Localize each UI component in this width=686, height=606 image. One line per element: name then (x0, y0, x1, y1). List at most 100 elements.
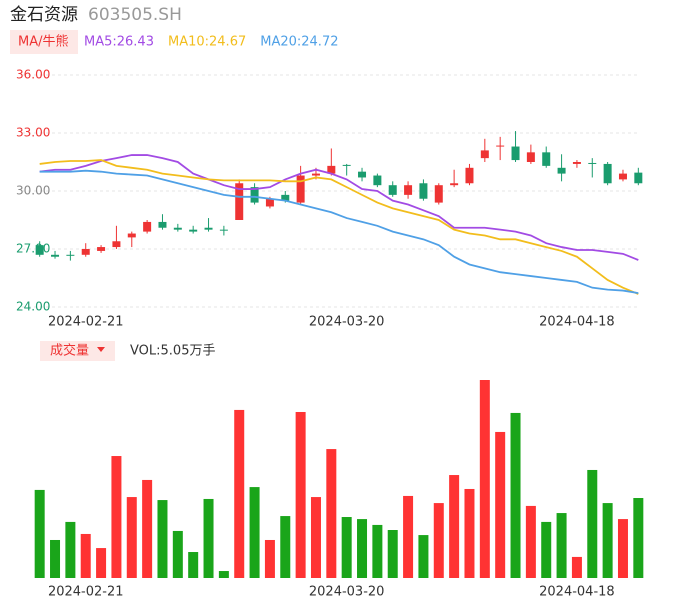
volume-bar (464, 488, 475, 578)
candle-body (127, 233, 136, 238)
candle-body (342, 164, 351, 166)
volume-bar (326, 449, 337, 578)
ma-toggle-bg[interactable] (10, 30, 78, 54)
volume-bar (264, 539, 275, 578)
candle-body (235, 183, 244, 220)
volume-bar (541, 521, 552, 578)
volume-bar (525, 505, 536, 578)
volume-bar (126, 497, 137, 578)
x-tick-label: 2024-02-21 (48, 315, 124, 330)
volume-bar (510, 412, 521, 578)
candle-body (250, 187, 259, 203)
volume-bar (172, 530, 183, 578)
candle-body (557, 167, 566, 174)
candle-body (112, 241, 121, 248)
candle-body (634, 172, 643, 184)
volume-bar (157, 500, 168, 578)
candle-body (219, 229, 228, 231)
candle-body (189, 229, 198, 232)
vol-toggle-bg[interactable] (40, 341, 115, 361)
y-tick-label: 27.00 (16, 242, 50, 256)
dropdown-arrow[interactable] (97, 347, 105, 352)
volume-bar (403, 495, 414, 578)
candle-body (542, 152, 551, 166)
candle-body (358, 171, 367, 178)
volume-bar (357, 519, 368, 578)
volume-bar (433, 503, 444, 578)
stock-code: 603505.SH (88, 5, 182, 25)
candle-body (173, 227, 182, 230)
volume-bar (203, 498, 214, 578)
x-tick-label: 2024-04-18 (539, 315, 615, 330)
volume-bar (80, 533, 91, 578)
candle-body (51, 254, 60, 257)
candle-body (419, 183, 428, 199)
volume-bar (310, 497, 321, 578)
ma-line (39, 154, 639, 261)
volume-bar (96, 548, 107, 578)
volume-bar (34, 489, 45, 578)
x-tick-label: 2024-03-20 (309, 315, 385, 330)
vol-toggle[interactable]: 成交量 (50, 343, 89, 359)
candle-body (450, 183, 459, 186)
ma-line (39, 169, 639, 294)
volume-bar (602, 503, 613, 578)
candle-body (588, 162, 597, 164)
x-tick-label: 2024-02-21 (48, 585, 124, 600)
volume-bar (111, 456, 122, 578)
volume-bar (65, 521, 76, 578)
candle-body (480, 150, 489, 159)
volume-bar (556, 513, 567, 578)
volume-bar (218, 571, 229, 578)
candle-body (143, 221, 152, 232)
volume-bar (50, 539, 61, 578)
candle-body (81, 249, 90, 255)
volume-bar (188, 552, 199, 578)
x-tick-label: 2024-04-18 (539, 585, 615, 600)
y-tick-label: 24.00 (16, 300, 50, 314)
candle-body (373, 175, 382, 186)
candle-body (434, 185, 443, 203)
volume-bar (449, 475, 460, 578)
volume-bar (295, 411, 306, 578)
candle-body (158, 221, 167, 228)
candle-body (66, 254, 75, 256)
candle-body (388, 185, 397, 195)
volume-bar (587, 469, 598, 578)
volume-bar (372, 524, 383, 578)
candle-body (526, 152, 535, 162)
candle-body (35, 245, 44, 255)
candle-body (97, 247, 106, 251)
y-tick-label: 33.00 (16, 126, 50, 140)
volume-bar (617, 519, 628, 578)
volume-bar (234, 409, 245, 578)
candle-body (404, 185, 413, 195)
candle-body (296, 175, 305, 203)
y-tick-label: 30.00 (16, 184, 50, 198)
volume-bar (341, 517, 352, 578)
legend-entry: MA10:24.67 (168, 35, 246, 50)
legend-entry: MA20:24.72 (260, 35, 338, 50)
candle-body (311, 173, 320, 176)
volume-bar (571, 556, 582, 578)
legend-entry: MA5:26.43 (84, 35, 154, 50)
ma-line (39, 159, 639, 295)
candle-body (572, 162, 581, 164)
candle-body (281, 194, 290, 201)
candle-body (204, 227, 213, 230)
candle-body (327, 165, 336, 174)
volume-bar (249, 487, 260, 578)
ma-toggle[interactable]: MA/牛熊 (18, 34, 69, 50)
candle-body (618, 173, 627, 180)
y-tick-label: 36.00 (16, 68, 50, 82)
candle-body (265, 198, 274, 207)
volume-bar (280, 516, 291, 578)
candle-body (603, 163, 612, 184)
volume-label: VOL:5.05万手 (130, 344, 215, 359)
volume-bar (387, 530, 398, 578)
candle-body (496, 145, 505, 147)
volume-bar (495, 431, 506, 578)
candle-body (511, 146, 520, 161)
volume-bar (142, 479, 153, 578)
